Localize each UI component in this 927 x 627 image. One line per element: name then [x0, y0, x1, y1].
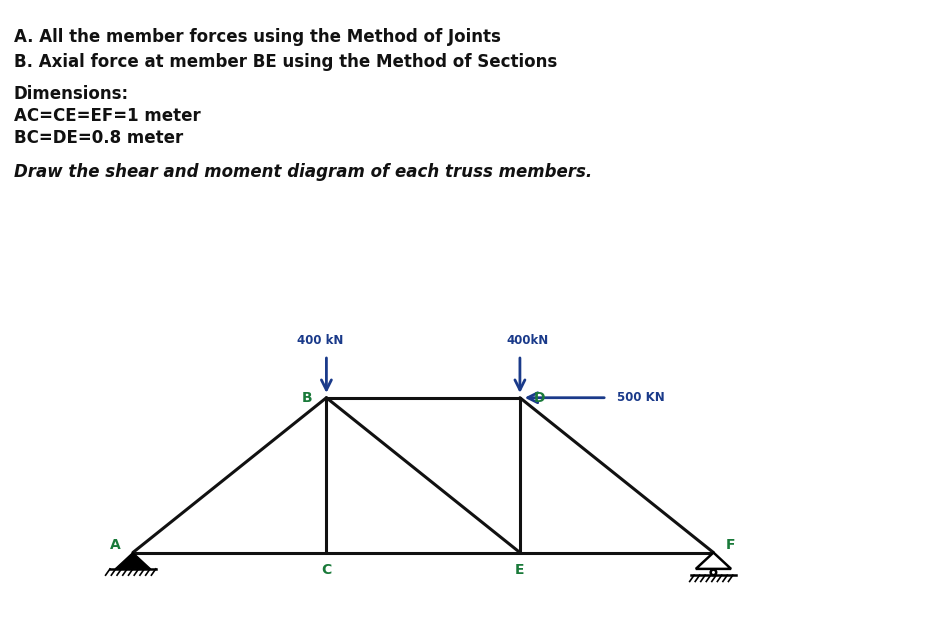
Text: C: C: [321, 563, 331, 577]
Polygon shape: [115, 552, 150, 569]
Text: AC=CE=EF=1 meter: AC=CE=EF=1 meter: [14, 107, 200, 125]
Text: 500 KN: 500 KN: [616, 391, 664, 404]
Text: B. Axial force at member BE using the Method of Sections: B. Axial force at member BE using the Me…: [14, 53, 556, 71]
Text: 400kN: 400kN: [506, 334, 548, 347]
Text: D: D: [533, 391, 544, 404]
Text: A: A: [110, 538, 121, 552]
Text: 400 kN: 400 kN: [297, 334, 343, 347]
Polygon shape: [695, 552, 730, 569]
Text: A. All the member forces using the Method of Joints: A. All the member forces using the Metho…: [14, 28, 501, 46]
Text: B: B: [301, 391, 312, 404]
Text: F: F: [725, 538, 735, 552]
Text: Dimensions:: Dimensions:: [14, 85, 129, 103]
Text: E: E: [514, 563, 524, 577]
Text: Draw the shear and moment diagram of each truss members.: Draw the shear and moment diagram of eac…: [14, 163, 591, 181]
Text: BC=DE=0.8 meter: BC=DE=0.8 meter: [14, 129, 183, 147]
